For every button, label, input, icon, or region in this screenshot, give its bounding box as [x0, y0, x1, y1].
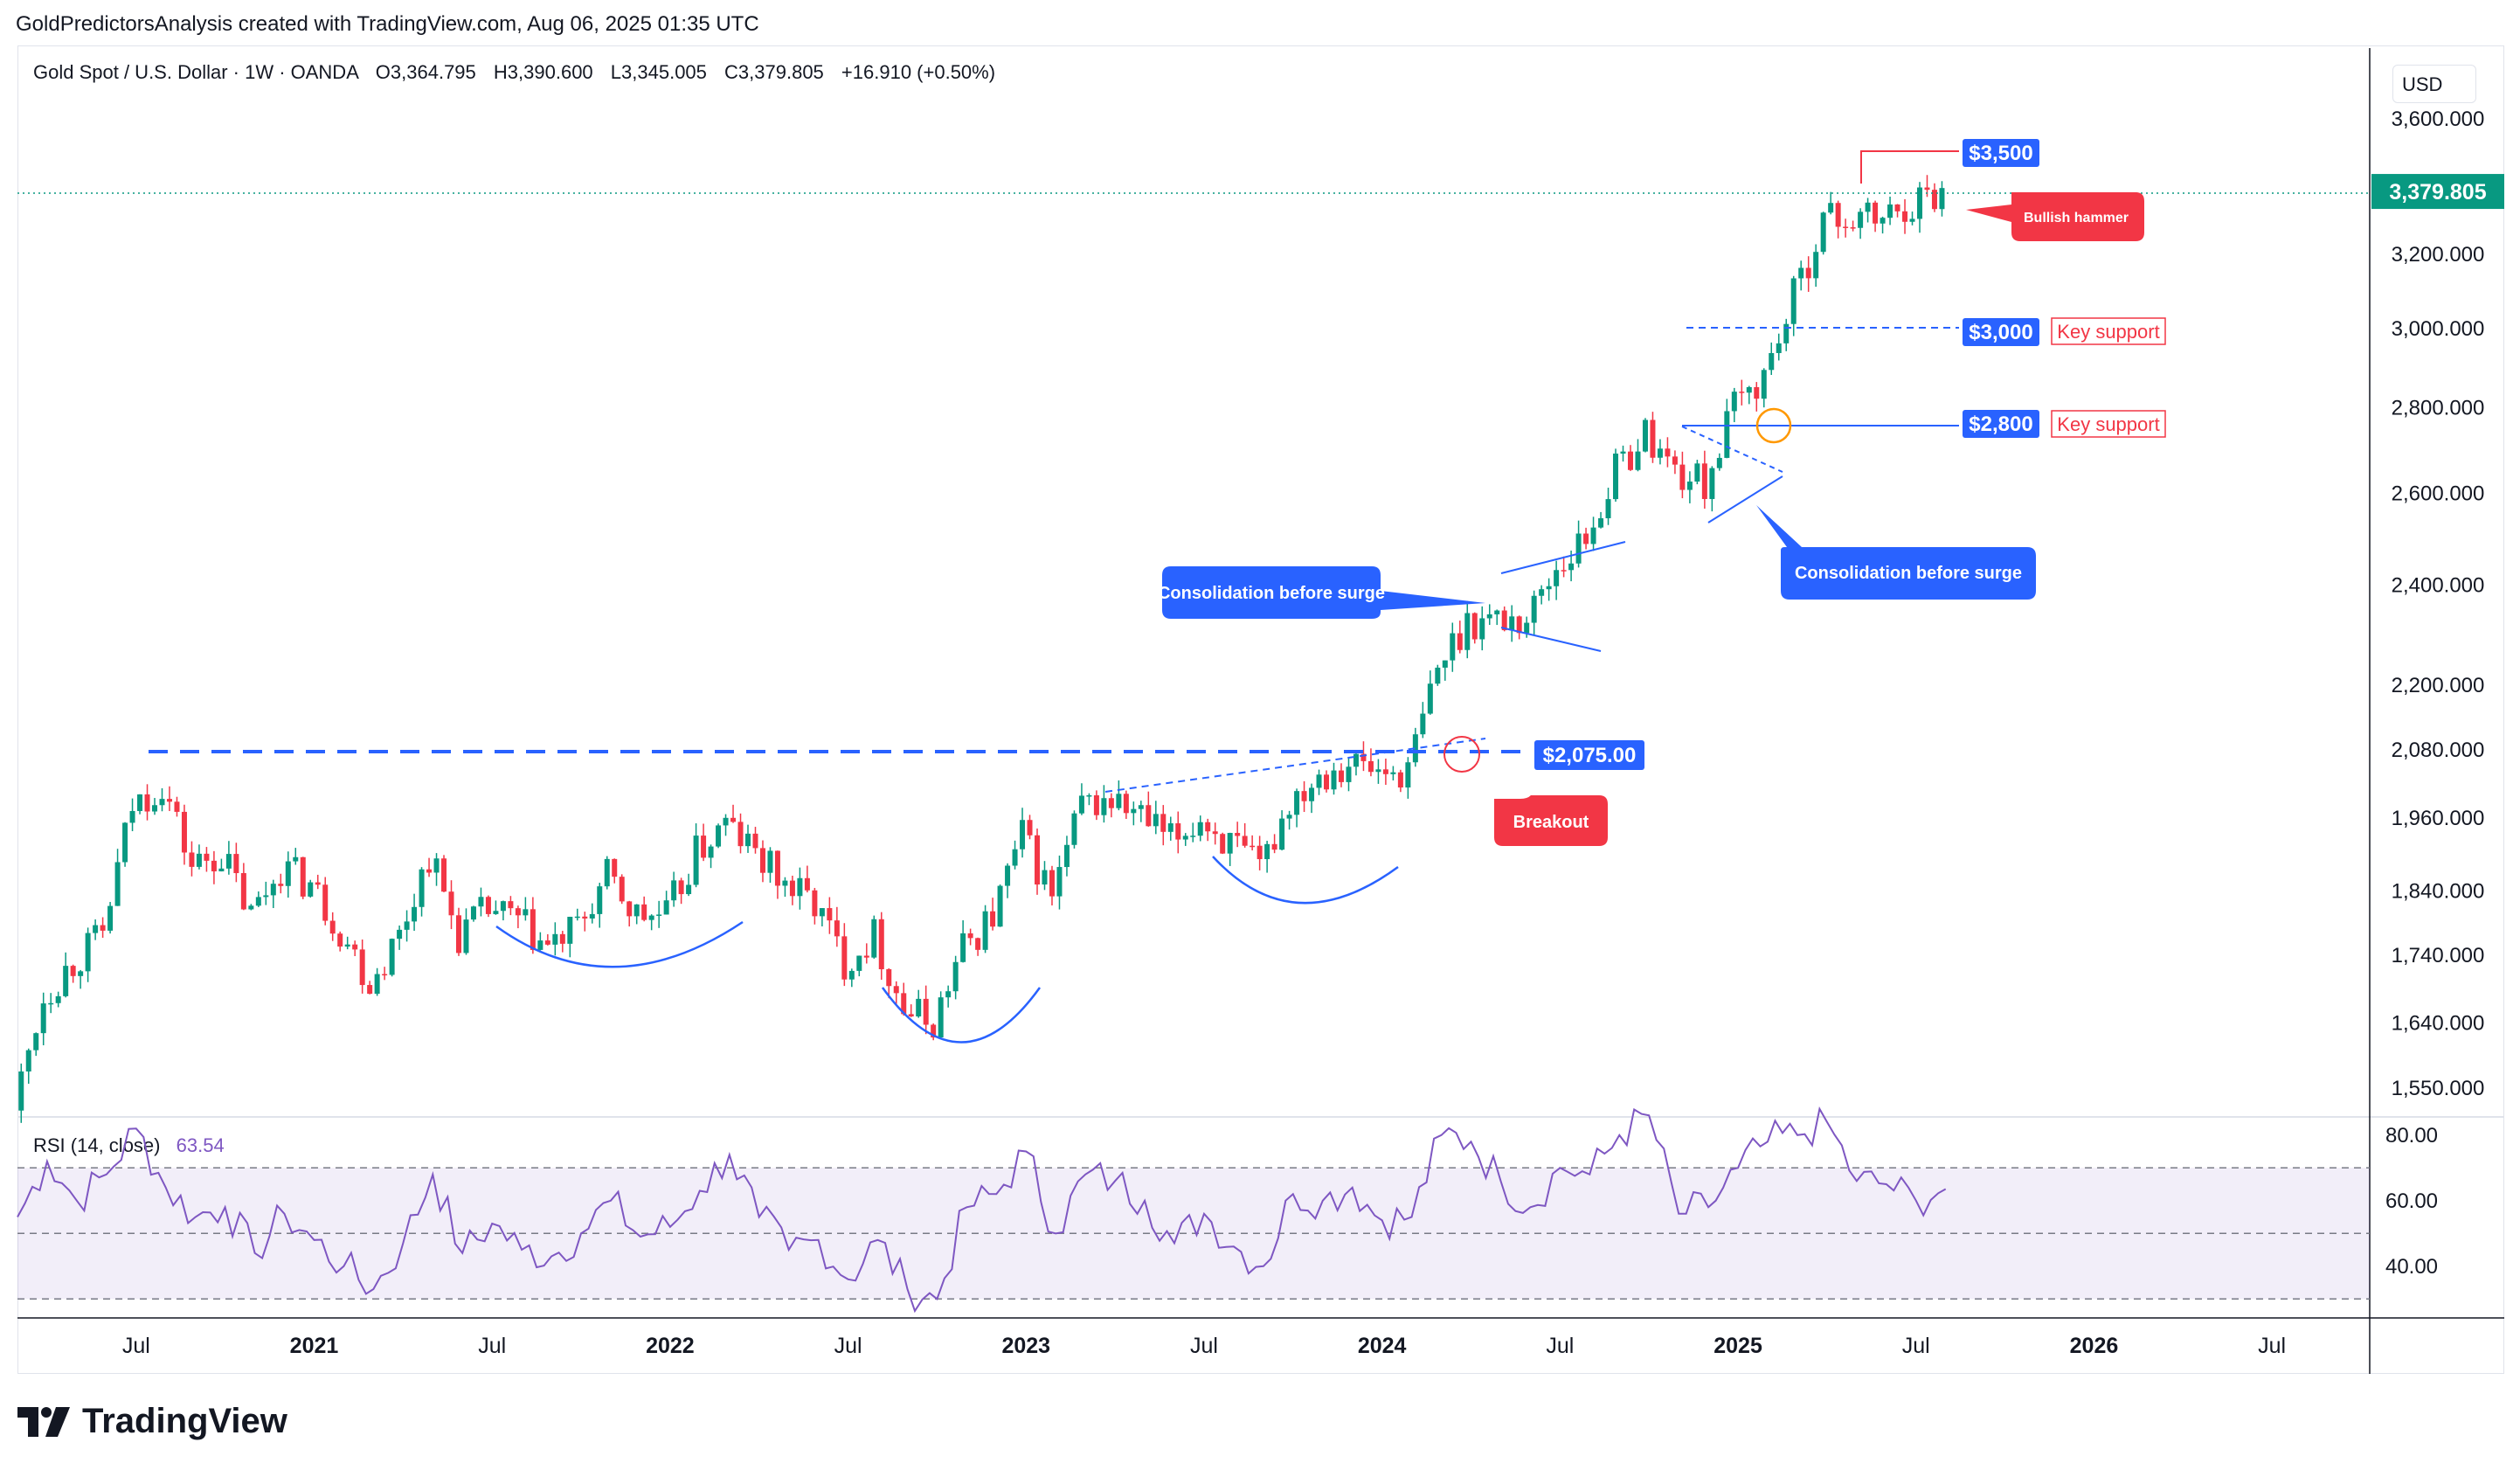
- rsi-legend: RSI (14, close) 63.54: [33, 1134, 225, 1157]
- tradingview-logo-icon: [17, 1406, 70, 1437]
- rsi-value: 63.54: [176, 1134, 225, 1156]
- ohlc-high: H3,390.600: [493, 61, 593, 83]
- price-change: +16.910 (+0.50%): [841, 61, 996, 83]
- chart-attribution: GoldPredictorsAnalysis created with Trad…: [16, 12, 759, 36]
- ohlc-low: L3,345.005: [610, 61, 707, 83]
- rsi-indicator-label[interactable]: RSI (14, close): [33, 1134, 161, 1156]
- symbol-legend: Gold Spot / U.S. Dollar · 1W · OANDA O3,…: [33, 61, 995, 84]
- ohlc-open: O3,364.795: [375, 61, 476, 83]
- chart-frame: [17, 45, 2504, 1374]
- symbol-name[interactable]: Gold Spot / U.S. Dollar · 1W · OANDA: [33, 61, 358, 83]
- currency-selector-button[interactable]: USD: [2392, 65, 2476, 103]
- tradingview-logo-text: TradingView: [82, 1402, 287, 1440]
- ohlc-close: C3,379.805: [724, 61, 824, 83]
- tradingview-logo[interactable]: TradingView: [17, 1402, 287, 1441]
